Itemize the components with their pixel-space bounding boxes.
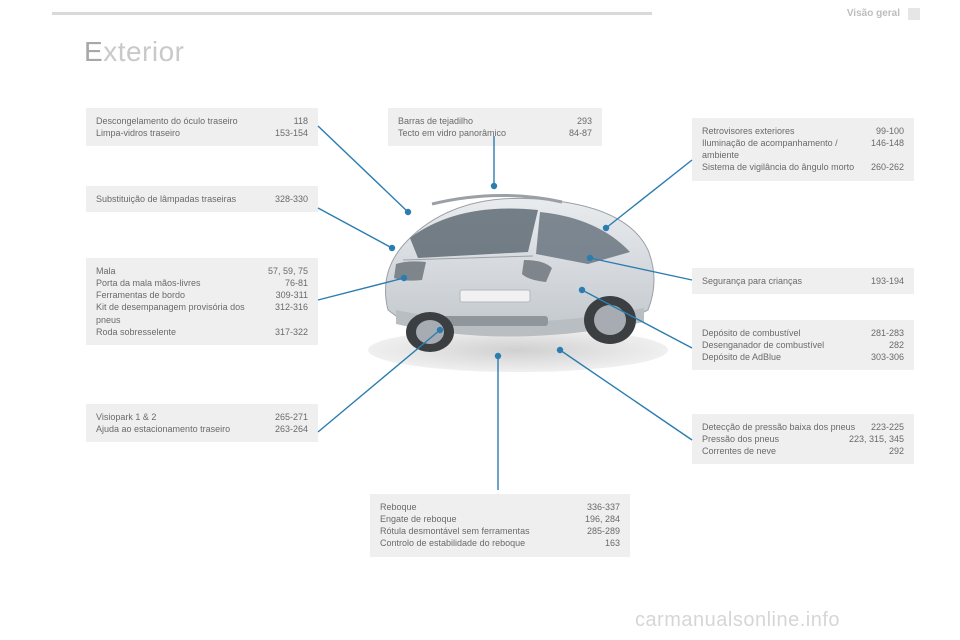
callout-row: Substituição de lâmpadas traseiras 328-33… bbox=[96, 193, 308, 205]
callout-pages: 285-289 bbox=[587, 525, 620, 537]
callout-label: Ferramentas de bordo bbox=[96, 289, 266, 301]
callout-label: Descongelamento do óculo traseiro bbox=[96, 115, 284, 127]
callout-row: Visiopark 1 & 2 265-271 bbox=[96, 411, 308, 423]
callout-label: Porta da mala mãos-livres bbox=[96, 277, 275, 289]
callout-pages: 309-311 bbox=[276, 289, 308, 301]
callout-pages: 328-330 bbox=[275, 193, 308, 205]
callout-pages: 303-306 bbox=[871, 351, 904, 363]
header-square bbox=[908, 8, 920, 20]
watermark: carmanualsonline.info bbox=[635, 609, 840, 632]
callout-label: Kit de desempanagem provisória dos pneus bbox=[96, 301, 265, 325]
callout-mirrors: Retrovisores exteriores99-100Iluminação … bbox=[692, 118, 914, 181]
callout-label: Segurança para crianças bbox=[702, 275, 861, 287]
callout-pages: 84-87 bbox=[569, 127, 592, 139]
header-bar: Visão geral bbox=[0, 0, 960, 28]
callout-towing: Reboque336-337Engate de reboque196, 284R… bbox=[370, 494, 630, 557]
callout-label: Retrovisores exteriores bbox=[702, 125, 866, 137]
callout-row: Iluminação de acompanhamento / ambiente 1… bbox=[702, 137, 904, 161]
callout-pages: 196, 284 bbox=[585, 513, 620, 525]
callout-pages: 282 bbox=[889, 339, 904, 351]
callout-pages: 146-148 bbox=[871, 137, 904, 161]
callout-pages: 317-322 bbox=[275, 326, 308, 338]
callout-row: Ajuda ao estacionamento traseiro 263-264 bbox=[96, 423, 308, 435]
callout-row: Porta da mala mãos-livres 76-81 bbox=[96, 277, 308, 289]
callout-row: Descongelamento do óculo traseiro 118 bbox=[96, 115, 308, 127]
callout-visiopark: Visiopark 1 & 2265-271Ajuda ao estaciona… bbox=[86, 404, 318, 442]
callout-row: Pressão dos pneus 223, 315, 345 bbox=[702, 433, 904, 445]
callout-label: Detecção de pressão baixa dos pneus bbox=[702, 421, 861, 433]
callout-row: Mala 57, 59, 75 bbox=[96, 265, 308, 277]
callout-row: Retrovisores exteriores 99-100 bbox=[702, 125, 904, 137]
callout-pages: 76-81 bbox=[285, 277, 308, 289]
car-illustration bbox=[348, 160, 678, 380]
callout-tyres: Detecção de pressão baixa dos pneus 223-2… bbox=[692, 414, 914, 464]
callout-fuel: Depósito de combustível 281-283Desenganad… bbox=[692, 320, 914, 370]
callout-row: Depósito de combustível 281-283 bbox=[702, 327, 904, 339]
callout-label: Depósito de AdBlue bbox=[702, 351, 861, 363]
callout-row: Segurança para crianças 193-194 bbox=[702, 275, 904, 287]
callout-pages: 223, 315, 345 bbox=[849, 433, 904, 445]
callout-label: Visiopark 1 & 2 bbox=[96, 411, 265, 423]
callout-rear-lamps: Substituição de lâmpadas traseiras 328-33… bbox=[86, 186, 318, 212]
callout-row: Tecto em vidro panorâmico 84-87 bbox=[398, 127, 592, 139]
callout-pages: 312-316 bbox=[275, 301, 308, 325]
callout-pages: 263-264 bbox=[275, 423, 308, 435]
callout-pages: 260-262 bbox=[871, 161, 904, 173]
callout-row: Limpa-vidros traseiro 153-154 bbox=[96, 127, 308, 139]
header-stripe bbox=[52, 12, 652, 15]
callout-label: Sistema de vigilância do ângulo morto bbox=[702, 161, 861, 173]
callout-label: Pressão dos pneus bbox=[702, 433, 839, 445]
callout-pages: 163 bbox=[605, 537, 620, 549]
callout-label: Roda sobresselente bbox=[96, 326, 265, 338]
callout-row: Detecção de pressão baixa dos pneus 223-2… bbox=[702, 421, 904, 433]
callout-row: Kit de desempanagem provisória dos pneus… bbox=[96, 301, 308, 325]
callout-label: Depósito de combustível bbox=[702, 327, 861, 339]
callout-pages: 293 bbox=[577, 115, 592, 127]
callout-row: Reboque 336-337 bbox=[380, 501, 620, 513]
callout-row: Roda sobresselente 317-322 bbox=[96, 326, 308, 338]
callout-label: Tecto em vidro panorâmico bbox=[398, 127, 559, 139]
callout-roof: Barras de tejadilho293Tecto em vidro pan… bbox=[388, 108, 602, 146]
callout-label: Iluminação de acompanhamento / ambiente bbox=[702, 137, 861, 161]
callout-pages: 223-225 bbox=[871, 421, 904, 433]
callout-pages: 281-283 bbox=[871, 327, 904, 339]
callout-row: Desenganador de combustível 282 bbox=[702, 339, 904, 351]
page-category: Visão geral bbox=[847, 8, 900, 19]
callout-row: Correntes de neve 292 bbox=[702, 445, 904, 457]
callout-label: Ajuda ao estacionamento traseiro bbox=[96, 423, 265, 435]
callout-child-safety: Segurança para crianças 193-194 bbox=[692, 268, 914, 294]
page-title: Exterior bbox=[84, 36, 184, 68]
callout-pages: 193-194 bbox=[871, 275, 904, 287]
callout-label: Substituição de lâmpadas traseiras bbox=[96, 193, 265, 205]
callout-rear-window: Descongelamento do óculo traseiro118Limp… bbox=[86, 108, 318, 146]
callout-label: Desenganador de combustível bbox=[702, 339, 879, 351]
callout-row: Controlo de estabilidade do reboque 163 bbox=[380, 537, 620, 549]
callout-pages: 336-337 bbox=[587, 501, 620, 513]
callout-row: Barras de tejadilho 293 bbox=[398, 115, 592, 127]
callout-label: Controlo de estabilidade do reboque bbox=[380, 537, 595, 549]
callout-row: Rótula desmontável sem ferramentas 285-28… bbox=[380, 525, 620, 537]
callout-label: Reboque bbox=[380, 501, 577, 513]
callout-pages: 118 bbox=[294, 115, 308, 127]
callout-row: Engate de reboque 196, 284 bbox=[380, 513, 620, 525]
callout-label: Correntes de neve bbox=[702, 445, 879, 457]
callout-row: Sistema de vigilância do ângulo morto 260… bbox=[702, 161, 904, 173]
callout-pages: 57, 59, 75 bbox=[268, 265, 308, 277]
callout-label: Barras de tejadilho bbox=[398, 115, 567, 127]
callout-pages: 153-154 bbox=[275, 127, 308, 139]
callout-row: Ferramentas de bordo 309-311 bbox=[96, 289, 308, 301]
callout-pages: 265-271 bbox=[275, 411, 308, 423]
callout-row: Depósito de AdBlue 303-306 bbox=[702, 351, 904, 363]
callout-label: Engate de reboque bbox=[380, 513, 575, 525]
callout-label: Rótula desmontável sem ferramentas bbox=[380, 525, 577, 537]
callout-pages: 292 bbox=[889, 445, 904, 457]
callout-boot: Mala 57, 59, 75Porta da mala mãos-livres 7… bbox=[86, 258, 318, 345]
callout-label: Limpa-vidros traseiro bbox=[96, 127, 265, 139]
callout-label: Mala bbox=[96, 265, 258, 277]
callout-pages: 99-100 bbox=[876, 125, 904, 137]
